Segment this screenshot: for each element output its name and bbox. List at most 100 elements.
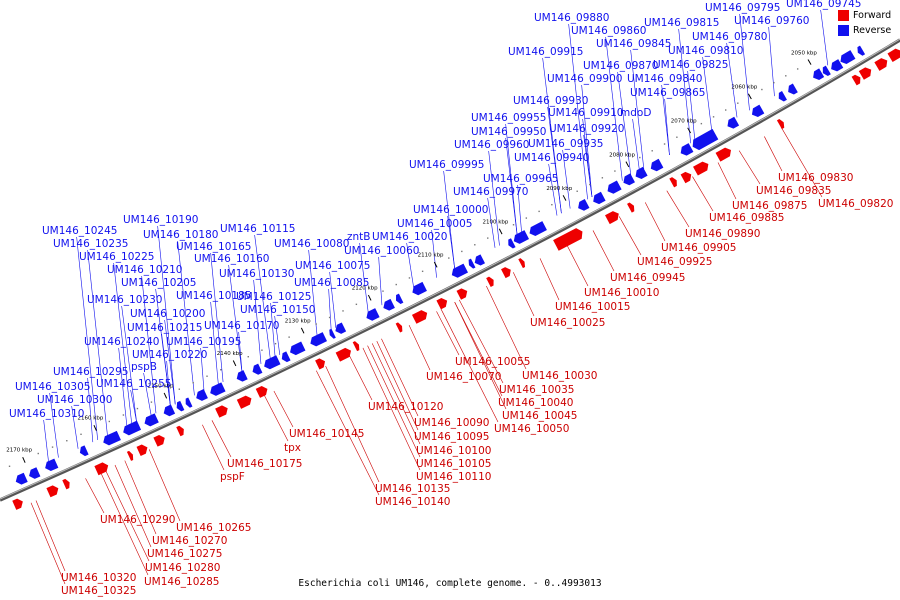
forward-gene-label: UM146_10055 — [455, 356, 530, 368]
reverse-leader-line — [329, 271, 337, 328]
reverse-leader-line — [308, 249, 318, 337]
tick-mark — [22, 456, 26, 463]
forward-leader-line — [486, 285, 527, 370]
reverse-gene-label: UM146_09940 — [514, 152, 589, 164]
forward-leader-line — [264, 395, 289, 442]
reverse-leader-line — [238, 331, 243, 373]
forward-gene-arrow — [62, 478, 70, 490]
reverse-gene-label: UM146_09930 — [513, 95, 588, 107]
forward-leader-line — [376, 340, 419, 431]
reverse-gene-arrow — [163, 404, 176, 417]
reverse-leader-line — [406, 242, 415, 290]
reverse-gene-label: UM146_10190 — [123, 214, 198, 226]
forward-leader-line — [273, 390, 294, 428]
reverse-leader-line — [617, 71, 632, 177]
reverse-gene-arrow — [840, 50, 856, 65]
reverse-gene-label: UM146_09815 — [644, 17, 719, 29]
reverse-gene-arrow — [857, 45, 866, 56]
forward-gene-arrow — [715, 147, 731, 162]
reverse-gene-label: UM146_09860 — [571, 25, 646, 37]
reverse-gene-label: UM146_10005 — [397, 218, 472, 230]
backbone-line — [0, 38, 900, 502]
forward-gene-arrow — [627, 202, 635, 213]
reverse-leader-line — [118, 347, 128, 427]
reverse-gene-arrow — [578, 199, 590, 211]
forward-gene-arrow — [858, 67, 872, 80]
reverse-leader-line — [210, 301, 219, 385]
forward-gene-arrow — [411, 310, 428, 324]
tick-dot — [382, 290, 384, 292]
forward-gene-arrow — [236, 395, 252, 409]
forward-gene-label: UM146_10145 — [289, 428, 364, 440]
forward-leader-line — [211, 420, 232, 458]
reverse-gene-arrow — [831, 59, 844, 72]
forward-gene-arrow — [335, 347, 352, 362]
tick-label: 2160 kbp — [77, 416, 103, 422]
tick-dot — [408, 277, 411, 279]
tick-dot — [589, 183, 591, 186]
forward-gene-label: UM146_10280 — [145, 562, 220, 574]
tick-mark — [300, 327, 305, 334]
tick-dot — [421, 270, 424, 273]
reverse-gene-arrow — [196, 389, 208, 401]
reverse-gene-label: UM146_10130 — [219, 268, 294, 280]
reverse-gene-arrow — [29, 467, 41, 479]
reverse-gene-label: UM146_10000 — [413, 204, 488, 216]
forward-leader-line — [618, 216, 642, 256]
reverse-leader-line — [43, 419, 49, 463]
tick-dot — [676, 136, 678, 138]
reverse-gene-label: UM146_09950 — [471, 126, 546, 138]
tick-dot — [66, 440, 68, 442]
reverse-gene-label: UM146_10060 — [344, 245, 419, 257]
reverse-leader-line — [487, 197, 496, 248]
forward-gene-label: UM146_10015 — [555, 301, 630, 313]
reverse-leader-line — [270, 302, 276, 358]
forward-gene-label: UM146_10030 — [522, 370, 597, 382]
forward-leader-line — [440, 308, 499, 423]
tick-dot — [108, 420, 111, 423]
forward-gene-arrow — [501, 267, 511, 279]
reverse-gene-arrow — [123, 420, 142, 436]
reverse-gene-label: UM146_09935 — [528, 138, 603, 150]
forward-gene-arrow — [395, 322, 403, 333]
reverse-leader-line — [49, 392, 59, 458]
reverse-leader-line — [664, 98, 670, 156]
reverse-gene-label: UM146_09840 — [627, 73, 702, 85]
reverse-leader-line — [632, 118, 640, 172]
reverse-gene-label: UM146_10185 — [176, 290, 251, 302]
scale-tick: 2050 kbp — [761, 50, 817, 91]
reverse-leader-line — [583, 134, 593, 198]
reverse-leader-line — [113, 262, 133, 425]
tick-dot — [274, 342, 277, 345]
scale-tick: 2170 kbp — [6, 448, 33, 467]
reverse-gene-label: UM146_10225 — [79, 251, 154, 263]
forward-leader-line — [717, 162, 737, 200]
forward-gene-label: UM146_10325 — [61, 585, 136, 597]
reverse-gene-label: UM146_09915 — [508, 46, 583, 58]
tick-label: 2100 kbp — [483, 219, 509, 225]
forward-gene-arrow — [518, 258, 526, 269]
tick-dot — [80, 433, 82, 436]
tick-label: 2110 kbp — [418, 253, 444, 259]
forward-gene-label: UM146_10110 — [416, 471, 491, 483]
reverse-gene-arrow — [727, 116, 740, 129]
reverse-gene-label: zntB — [347, 231, 371, 243]
reverse-gene-label: UM146_09870 — [583, 60, 658, 72]
reverse-gene-arrow — [176, 400, 185, 412]
reverse-gene-label: UM146_10020 — [372, 231, 447, 243]
forward-gene-label: tpx — [284, 442, 301, 454]
reverse-gene-label: UM146_10195 — [166, 336, 241, 348]
forward-gene-label: UM146_09945 — [610, 272, 685, 284]
tick-label: 2140 kbp — [217, 351, 243, 357]
forward-leader-line — [348, 354, 373, 401]
reverse-gene-label: UM146_09970 — [453, 186, 528, 198]
reverse-gene-label: UM146_09745 — [786, 0, 861, 10]
reverse-gene-arrow — [813, 68, 825, 80]
tick-dot — [355, 303, 358, 306]
forward-gene-label: UM146_10045 — [502, 410, 577, 422]
forward-gene-arrow — [153, 435, 165, 447]
tick-mark — [625, 161, 630, 168]
reverse-leader-line — [768, 26, 775, 97]
forward-leader-line — [30, 502, 66, 585]
